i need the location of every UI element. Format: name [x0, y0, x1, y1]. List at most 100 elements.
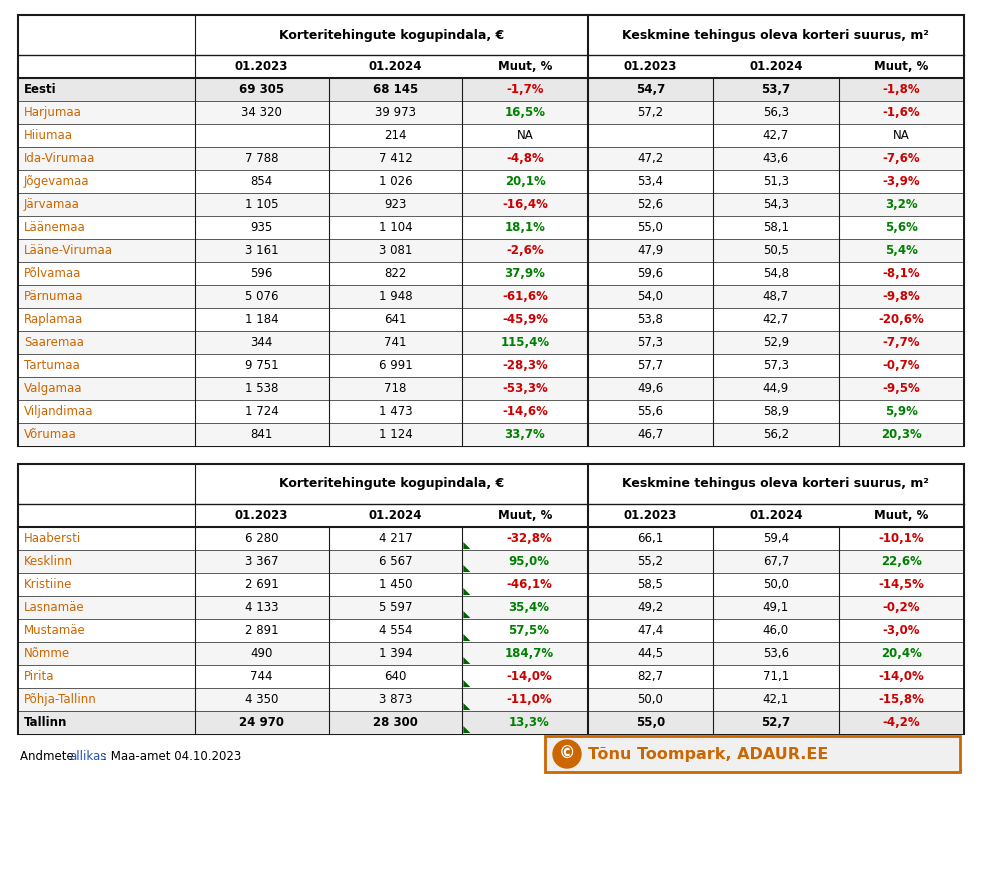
Text: 718: 718 — [384, 382, 407, 395]
Text: Haabersti: Haabersti — [24, 532, 82, 545]
Text: 58,1: 58,1 — [763, 221, 789, 234]
Bar — [19, 711, 963, 733]
Text: 44,5: 44,5 — [637, 647, 664, 660]
Text: 1 538: 1 538 — [245, 382, 278, 395]
Text: Mustamäe: Mustamäe — [24, 624, 85, 637]
Text: 01.2023: 01.2023 — [235, 509, 289, 522]
Text: Korteritehingute kogupindala, €: Korteritehingute kogupindala, € — [279, 29, 504, 41]
Bar — [19, 101, 963, 123]
Text: 56,2: 56,2 — [763, 428, 789, 441]
Polygon shape — [464, 703, 470, 710]
Bar — [19, 308, 963, 331]
Text: 39 973: 39 973 — [375, 106, 416, 119]
Text: Muut, %: Muut, % — [498, 509, 552, 522]
Text: 3,2%: 3,2% — [885, 198, 917, 211]
Text: -3,9%: -3,9% — [883, 175, 920, 188]
Text: Raplamaa: Raplamaa — [24, 313, 83, 326]
Bar — [545, 736, 960, 772]
Bar — [19, 193, 963, 215]
Text: -14,6%: -14,6% — [502, 405, 548, 418]
Text: -28,3%: -28,3% — [502, 359, 548, 372]
Text: Ida-Virumaa: Ida-Virumaa — [24, 152, 95, 165]
Text: 20,4%: 20,4% — [881, 647, 922, 660]
Text: 43,6: 43,6 — [763, 152, 789, 165]
Text: Pärnumaa: Pärnumaa — [24, 290, 83, 303]
Text: 69 305: 69 305 — [239, 83, 284, 96]
Text: 596: 596 — [250, 267, 273, 280]
Text: 3 081: 3 081 — [379, 244, 412, 257]
Text: 67,7: 67,7 — [763, 555, 789, 568]
Text: -10,1%: -10,1% — [879, 532, 924, 545]
Text: -1,6%: -1,6% — [883, 106, 920, 119]
Text: -0,7%: -0,7% — [883, 359, 920, 372]
Bar — [19, 665, 963, 688]
Text: -0,2%: -0,2% — [883, 601, 920, 614]
Text: NA: NA — [893, 129, 909, 142]
Text: 744: 744 — [250, 670, 273, 683]
Text: Lääne-Virumaa: Lääne-Virumaa — [24, 244, 113, 257]
Text: 13,3%: 13,3% — [509, 716, 549, 729]
Text: 4 133: 4 133 — [245, 601, 279, 614]
Text: 68 145: 68 145 — [373, 83, 418, 96]
Text: 1 184: 1 184 — [245, 313, 279, 326]
Text: ©: © — [559, 745, 575, 763]
Text: allikas: allikas — [69, 750, 106, 762]
Text: -2,6%: -2,6% — [507, 244, 544, 257]
Text: 52,7: 52,7 — [761, 716, 791, 729]
Text: 42,1: 42,1 — [763, 693, 789, 706]
Text: -4,2%: -4,2% — [883, 716, 920, 729]
Text: Pirita: Pirita — [24, 670, 54, 683]
Text: -7,7%: -7,7% — [883, 336, 920, 349]
Text: 741: 741 — [384, 336, 407, 349]
Text: 935: 935 — [250, 221, 273, 234]
Bar — [19, 596, 963, 619]
Polygon shape — [464, 588, 470, 595]
Polygon shape — [464, 680, 470, 687]
Text: Keskmine tehingus oleva korteri suurus, m²: Keskmine tehingus oleva korteri suurus, … — [623, 478, 929, 491]
Text: -15,8%: -15,8% — [878, 693, 924, 706]
Text: -14,0%: -14,0% — [506, 670, 552, 683]
Bar — [19, 331, 963, 354]
Text: -20,6%: -20,6% — [879, 313, 924, 326]
Text: 18,1%: 18,1% — [505, 221, 545, 234]
Text: -3,0%: -3,0% — [883, 624, 920, 637]
Polygon shape — [464, 542, 470, 549]
Text: 53,8: 53,8 — [637, 313, 664, 326]
Text: 7 412: 7 412 — [379, 152, 412, 165]
Text: 923: 923 — [384, 198, 407, 211]
Text: 47,9: 47,9 — [637, 244, 664, 257]
Text: 95,0%: 95,0% — [509, 555, 550, 568]
Text: -1,7%: -1,7% — [507, 83, 544, 96]
Text: -11,0%: -11,0% — [507, 693, 552, 706]
Text: Jõgevamaa: Jõgevamaa — [24, 175, 89, 188]
Text: 854: 854 — [250, 175, 273, 188]
Text: 6 991: 6 991 — [379, 359, 412, 372]
Text: Keskmine tehingus oleva korteri suurus, m²: Keskmine tehingus oleva korteri suurus, … — [623, 29, 929, 41]
Text: 50,5: 50,5 — [763, 244, 789, 257]
Text: -14,5%: -14,5% — [878, 578, 924, 591]
Text: 55,6: 55,6 — [637, 405, 664, 418]
Text: 5,9%: 5,9% — [885, 405, 918, 418]
Text: -61,6%: -61,6% — [502, 290, 548, 303]
Text: 1 026: 1 026 — [379, 175, 412, 188]
Text: -1,8%: -1,8% — [883, 83, 920, 96]
Text: 9 751: 9 751 — [245, 359, 279, 372]
Bar — [19, 78, 963, 101]
Text: 71,1: 71,1 — [763, 670, 789, 683]
Text: 5 597: 5 597 — [379, 601, 412, 614]
Text: 01.2023: 01.2023 — [235, 60, 289, 73]
Text: NA: NA — [517, 129, 533, 142]
Text: 53,4: 53,4 — [637, 175, 664, 188]
Text: 47,4: 47,4 — [637, 624, 664, 637]
Text: 35,4%: 35,4% — [509, 601, 550, 614]
Text: Korteritehingute kogupindala, €: Korteritehingute kogupindala, € — [279, 478, 504, 491]
Text: 01.2023: 01.2023 — [624, 509, 678, 522]
Text: 28 300: 28 300 — [373, 716, 418, 729]
Text: 640: 640 — [384, 670, 407, 683]
Text: 22,6%: 22,6% — [881, 555, 922, 568]
Text: 49,6: 49,6 — [637, 382, 664, 395]
Bar — [19, 216, 963, 239]
Text: 5,6%: 5,6% — [885, 221, 918, 234]
Text: 58,9: 58,9 — [763, 405, 789, 418]
Text: 6 567: 6 567 — [379, 555, 412, 568]
